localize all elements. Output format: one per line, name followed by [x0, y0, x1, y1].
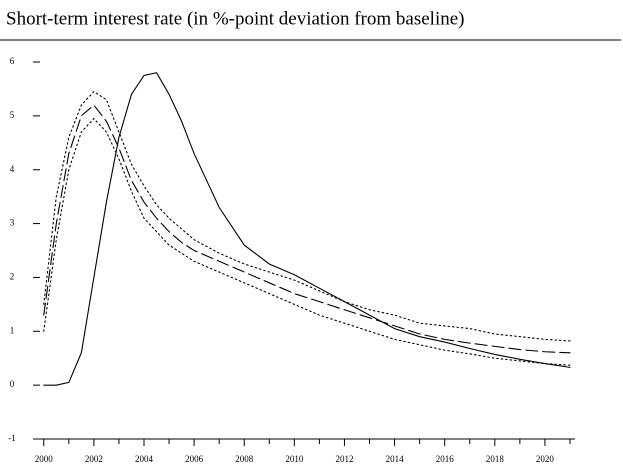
series-line — [43, 90, 571, 342]
y-tick-label: 3 — [10, 218, 15, 228]
x-tick-label: 2000 — [35, 454, 54, 464]
y-tick-label: 2 — [10, 271, 15, 281]
x-tick-label: 2004 — [135, 454, 154, 464]
y-tick-label: 4 — [10, 164, 15, 174]
y-tick-label: 1 — [10, 325, 15, 335]
x-tick-label: 2014 — [386, 454, 405, 464]
x-tick-label: 2016 — [436, 454, 455, 464]
x-tick-label: 2018 — [486, 454, 505, 464]
y-tick-label: 5 — [10, 110, 15, 120]
series-line — [43, 104, 571, 354]
y-tick-label: 6 — [10, 56, 15, 66]
y-tick-label: -1 — [8, 433, 16, 443]
series-line — [43, 117, 571, 366]
x-tick-label: 2010 — [285, 454, 304, 464]
x-tick-label: 2008 — [235, 454, 254, 464]
x-tick-label: 2020 — [536, 454, 555, 464]
series-line — [43, 72, 571, 386]
x-tick-label: 2002 — [85, 454, 103, 464]
x-tick-label: 2006 — [185, 454, 204, 464]
y-tick-label: 0 — [10, 379, 15, 389]
x-tick-label: 2012 — [335, 454, 353, 464]
chart-title: Short-term interest rate (in %-point dev… — [6, 8, 465, 29]
